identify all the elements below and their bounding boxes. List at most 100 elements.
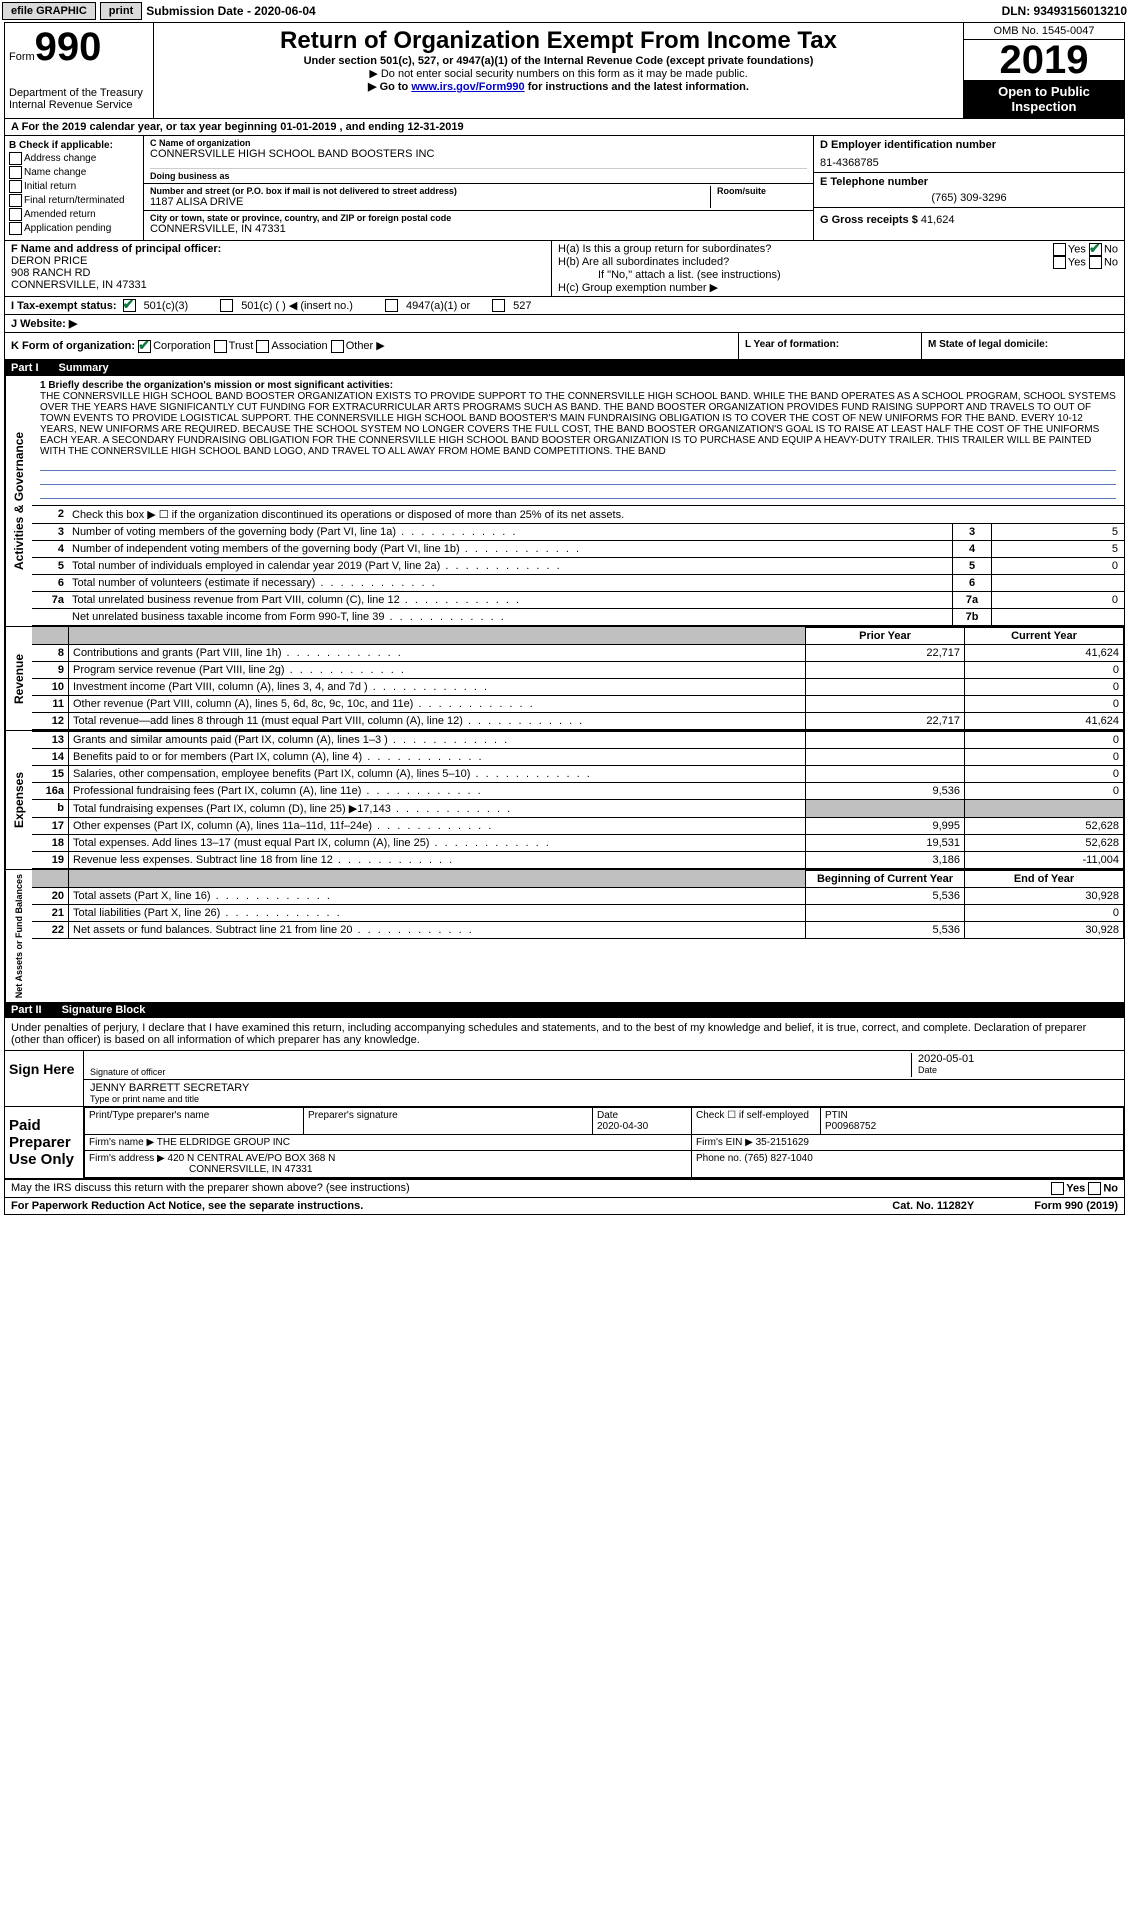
goto-line: ▶ Go to www.irs.gov/Form990 for instruct… <box>158 80 959 93</box>
sign-here-label: Sign Here <box>5 1051 84 1106</box>
side-revenue: Revenue <box>5 627 32 730</box>
table-row: 20Total assets (Part X, line 16)5,53630,… <box>32 887 1124 904</box>
cb-app-pending[interactable]: Application pending <box>9 222 139 235</box>
pra-notice: For Paperwork Reduction Act Notice, see … <box>11 1200 363 1212</box>
section-i: I Tax-exempt status: 501(c)(3) 501(c) ( … <box>5 297 1124 315</box>
form990-link[interactable]: www.irs.gov/Form990 <box>411 81 524 93</box>
hb-no[interactable] <box>1089 256 1102 269</box>
section-j: J Website: ▶ <box>5 315 1124 333</box>
submission-label: Submission Date - 2020-06-04 <box>146 4 315 18</box>
print-button[interactable]: print <box>100 2 142 20</box>
mission-text: THE CONNERSVILLE HIGH SCHOOL BAND BOOSTE… <box>40 391 1116 457</box>
section-bcd: B Check if applicable: Address change Na… <box>5 136 1124 241</box>
netassets-table: Beginning of Current YearEnd of Year 20T… <box>32 870 1124 939</box>
table-row: 10Investment income (Part VIII, column (… <box>32 678 1124 695</box>
part2-header: Part II Signature Block <box>5 1002 1124 1018</box>
footer: For Paperwork Reduction Act Notice, see … <box>5 1197 1124 1214</box>
section-c: C Name of organization CONNERSVILLE HIGH… <box>144 136 813 240</box>
paid-prep-label: Paid Preparer Use Only <box>5 1107 84 1178</box>
side-expenses: Expenses <box>5 731 32 869</box>
table-row: 18Total expenses. Add lines 13–17 (must … <box>32 834 1124 851</box>
cb-527[interactable] <box>492 299 505 312</box>
section-l: L Year of formation: <box>738 333 921 359</box>
part1-expenses: Expenses 13Grants and similar amounts pa… <box>5 730 1124 869</box>
declaration: Under penalties of perjury, I declare th… <box>5 1018 1124 1051</box>
cb-amended[interactable]: Amended return <box>9 208 139 221</box>
tax-year: 2019 <box>964 40 1124 80</box>
firm-addr: 420 N CENTRAL AVE/PO BOX 368 N <box>168 1153 336 1164</box>
form-title: Return of Organization Exempt From Incom… <box>158 27 959 55</box>
org-address: 1187 ALISA DRIVE <box>150 196 710 208</box>
expenses-table: 13Grants and similar amounts paid (Part … <box>32 731 1124 869</box>
cb-initial-return[interactable]: Initial return <box>9 180 139 193</box>
topbar: efile GRAPHIC print Submission Date - 20… <box>0 0 1129 22</box>
address-row: Number and street (or P.O. box if mail i… <box>144 184 813 211</box>
section-h: H(a) Is this a group return for subordin… <box>552 241 1124 296</box>
table-row: 13Grants and similar amounts paid (Part … <box>32 731 1124 748</box>
prep-date: 2020-04-30 <box>597 1121 648 1132</box>
officer-city: CONNERSVILLE, IN 47331 <box>11 279 545 291</box>
table-row: 9Program service revenue (Part VIII, lin… <box>32 661 1124 678</box>
dept-treasury: Department of the Treasury <box>9 87 149 99</box>
table-row: 16aProfessional fundraising fees (Part I… <box>32 782 1124 799</box>
ptin: P00968752 <box>825 1121 876 1132</box>
sign-here-row: Sign Here Signature of officer 2020-05-0… <box>5 1051 1124 1107</box>
ha-no[interactable] <box>1089 243 1102 256</box>
header-right: OMB No. 1545-0047 2019 Open to Public In… <box>963 23 1124 118</box>
cb-final-return[interactable]: Final return/terminated <box>9 194 139 207</box>
paid-preparer-row: Paid Preparer Use Only Print/Type prepar… <box>5 1107 1124 1179</box>
hb-yes[interactable] <box>1053 256 1066 269</box>
cb-501c[interactable] <box>220 299 233 312</box>
form-container: Form990 Department of the Treasury Inter… <box>4 22 1125 1215</box>
preparer-table: Print/Type preparer's name Preparer's si… <box>84 1107 1124 1178</box>
table-row: 22Net assets or fund balances. Subtract … <box>32 921 1124 938</box>
form-number: 990 <box>35 25 102 69</box>
blank-line <box>40 487 1116 499</box>
org-city: CONNERSVILLE, IN 47331 <box>150 223 807 235</box>
cb-trust[interactable] <box>214 340 227 353</box>
line-a: A For the 2019 calendar year, or tax yea… <box>5 119 1124 136</box>
gov-row: 3Number of voting members of the governi… <box>32 524 1124 541</box>
table-row: 21Total liabilities (Part X, line 26)0 <box>32 904 1124 921</box>
firm-ein: 35-2151629 <box>756 1137 809 1148</box>
table-row: 8Contributions and grants (Part VIII, li… <box>32 644 1124 661</box>
cb-assoc[interactable] <box>256 340 269 353</box>
discuss-no[interactable] <box>1088 1182 1101 1195</box>
form-header: Form990 Department of the Treasury Inter… <box>5 23 1124 119</box>
efile-badge: efile GRAPHIC <box>2 2 96 20</box>
part1-governance: Activities & Governance 1 Briefly descri… <box>5 376 1124 626</box>
officer-typed-name: JENNY BARRETT SECRETARY <box>90 1082 1118 1094</box>
gov-row: 7aTotal unrelated business revenue from … <box>32 592 1124 609</box>
section-klm: K Form of organization: Corporation Trus… <box>5 333 1124 360</box>
form-id: Form 990 (2019) <box>1034 1200 1118 1212</box>
gov-row: 6Total number of volunteers (estimate if… <box>32 575 1124 592</box>
part1-revenue: Revenue Prior YearCurrent Year 8Contribu… <box>5 626 1124 730</box>
section-m: M State of legal domicile: <box>921 333 1124 359</box>
gov-row: 4Number of independent voting members of… <box>32 541 1124 558</box>
discuss-yes[interactable] <box>1051 1182 1064 1195</box>
cb-other[interactable] <box>331 340 344 353</box>
cb-address-change[interactable]: Address change <box>9 152 139 165</box>
cb-name-change[interactable]: Name change <box>9 166 139 179</box>
cb-corp[interactable] <box>138 340 151 353</box>
table-row: 15Salaries, other compensation, employee… <box>32 765 1124 782</box>
telephone: (765) 309-3296 <box>820 192 1118 204</box>
cb-4947[interactable] <box>385 299 398 312</box>
cat-no: Cat. No. 11282Y <box>892 1200 974 1212</box>
officer-name: DERON PRICE <box>11 255 545 267</box>
table-row: bTotal fundraising expenses (Part IX, co… <box>32 799 1124 817</box>
table-row: 11Other revenue (Part VIII, column (A), … <box>32 695 1124 712</box>
side-governance: Activities & Governance <box>5 376 32 626</box>
org-name: CONNERSVILLE HIGH SCHOOL BAND BOOSTERS I… <box>150 148 807 160</box>
header-center: Return of Organization Exempt From Incom… <box>154 23 963 118</box>
ha-yes[interactable] <box>1053 243 1066 256</box>
dln-number: DLN: 93493156013210 <box>1002 4 1127 18</box>
mission-block: 1 Briefly describe the organization's mi… <box>32 376 1124 506</box>
table-row: 12Total revenue—add lines 8 through 11 (… <box>32 712 1124 729</box>
firm-phone: (765) 827-1040 <box>744 1153 812 1164</box>
officer-sig-line: Signature of officer 2020-05-01 Date <box>84 1051 1124 1080</box>
cb-501c3[interactable] <box>123 299 136 312</box>
line-2: 2 Check this box ▶ ☐ if the organization… <box>32 506 1124 524</box>
irs-label: Internal Revenue Service <box>9 99 149 111</box>
revenue-table: Prior YearCurrent Year 8Contributions an… <box>32 627 1124 730</box>
